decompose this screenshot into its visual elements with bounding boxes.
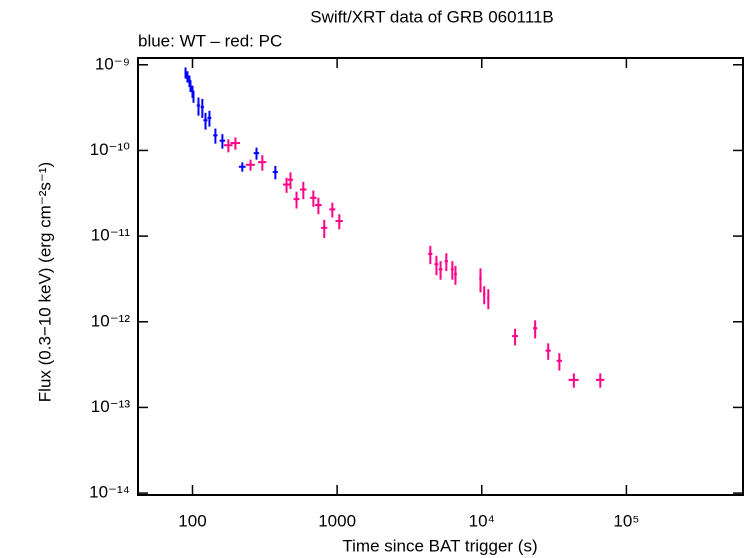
x-axis-label: Time since BAT trigger (s) [342, 536, 537, 555]
y-tick-label: 10⁻¹² [91, 311, 131, 330]
y-tick-label: 10⁻¹¹ [91, 226, 131, 245]
x-tick-label: 1000 [318, 511, 356, 530]
plot-frame [137, 57, 744, 496]
y-tick-label: 10⁻⁹ [95, 54, 130, 73]
x-tick-label: 10⁵ [613, 511, 639, 530]
chart-title: Swift/XRT data of GRB 060111B [310, 7, 554, 26]
y-tick-label: 10⁻¹⁴ [89, 483, 130, 502]
x-tick-label: 10⁴ [469, 511, 495, 530]
chart-subtitle: blue: WT – red: PC [138, 31, 282, 50]
y-tick-label: 10⁻¹³ [91, 397, 131, 416]
x-tick-label: 100 [178, 511, 206, 530]
y-axis-label: Flux (0.3−10 keV) (erg cm⁻²s⁻¹) [35, 162, 54, 402]
y-tick-label: 10⁻¹⁰ [90, 140, 131, 159]
